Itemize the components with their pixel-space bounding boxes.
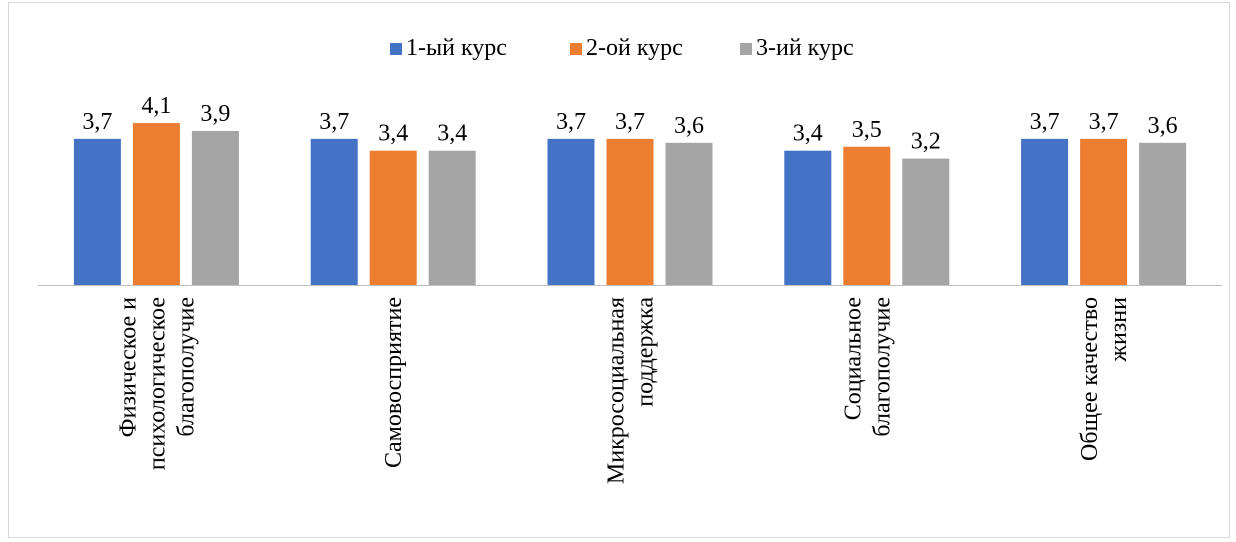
legend-label-3: 3-ий курс: [756, 35, 854, 61]
data-label-1-1: 3,7: [82, 109, 112, 135]
category-label-line: Общее качество: [1077, 297, 1103, 461]
legend-label-2: 2-ой курс: [586, 35, 683, 61]
category-label-1: Физическое и психологическое благополучие: [115, 297, 199, 470]
bar-3-4: [902, 158, 950, 285]
category-label-3: Микросоциальная поддержка: [604, 297, 659, 484]
category-label-line: благополучие: [869, 297, 895, 437]
data-label-3-5: 3,6: [1148, 113, 1178, 139]
bar-3-2: [428, 150, 476, 285]
category-label-2: Самовосприятие: [381, 297, 407, 468]
legend-swatch-3: [740, 43, 752, 55]
category-label-5: Общее качество жизни: [1077, 297, 1132, 461]
legend-swatch-2: [570, 43, 582, 55]
data-label-2-2: 3,4: [378, 121, 408, 147]
bar-1-2: [310, 138, 358, 285]
category-label-line: психологическое: [144, 297, 170, 470]
legend-label-1: 1-ый курс: [406, 35, 507, 61]
bar-1-5: [1021, 138, 1069, 285]
data-label-3-2: 3,4: [437, 121, 467, 147]
bar-1-1: [73, 138, 121, 285]
bar-2-2: [369, 150, 417, 285]
category-label-4: Социальное благополучие: [840, 297, 895, 437]
data-label-3-1: 3,9: [200, 101, 230, 127]
data-label-1-4: 3,4: [793, 121, 823, 147]
data-label-2-4: 3,5: [852, 117, 882, 143]
category-label-line: Микросоциальная: [604, 297, 630, 484]
bar-2-5: [1080, 138, 1128, 285]
category-label-line: жизни: [1106, 297, 1132, 363]
category-label-line: Социальное: [840, 297, 866, 420]
data-label-1-2: 3,7: [319, 109, 349, 135]
data-label-1-5: 3,7: [1030, 109, 1060, 135]
bar-2-3: [606, 138, 654, 285]
category-label-line: Самовосприятие: [381, 297, 407, 468]
legend: 1-ый курс 2-ой курс 3-ий курс: [390, 35, 854, 61]
bar-3-1: [191, 130, 239, 285]
bar-3-5: [1139, 142, 1187, 285]
category-label-line: поддержка: [633, 297, 659, 407]
category-label-line: Физическое и: [115, 297, 141, 437]
data-label-2-3: 3,7: [615, 109, 645, 135]
data-label-1-3: 3,7: [556, 109, 586, 135]
data-label-2-5: 3,7: [1089, 109, 1119, 135]
data-label-3-4: 3,2: [911, 129, 941, 155]
data-label-2-1: 4,1: [141, 93, 171, 119]
bar-2-1: [132, 123, 180, 285]
bar-3-3: [665, 142, 713, 285]
bar-2-4: [843, 146, 891, 285]
category-label-line: благополучие: [173, 297, 199, 437]
legend-swatch-1: [390, 43, 402, 55]
bar-1-4: [784, 150, 832, 285]
data-label-3-3: 3,6: [674, 113, 704, 139]
bar-1-3: [547, 138, 595, 285]
